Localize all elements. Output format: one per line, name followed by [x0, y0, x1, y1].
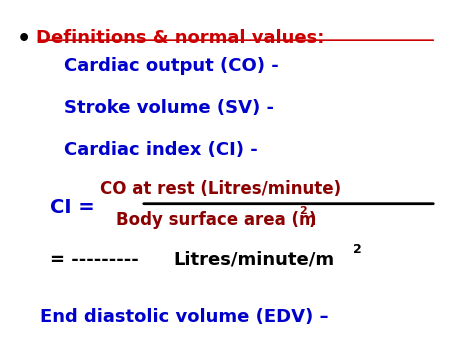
Text: CO at rest (Litres/minute): CO at rest (Litres/minute)	[100, 180, 341, 198]
Text: Cardiac output (CO) -: Cardiac output (CO) -	[64, 57, 278, 75]
Text: 2: 2	[299, 206, 307, 216]
Text: = ---------: = ---------	[50, 251, 138, 269]
Text: ): )	[309, 211, 316, 229]
Text: •: •	[17, 29, 31, 49]
Text: Stroke volume (SV) -: Stroke volume (SV) -	[64, 99, 273, 116]
Text: CI =: CI =	[50, 198, 94, 217]
Text: Litres/minute/m: Litres/minute/m	[174, 251, 335, 269]
Text: End diastolic volume (EDV) –: End diastolic volume (EDV) –	[40, 308, 329, 326]
Text: Cardiac index (CI) -: Cardiac index (CI) -	[64, 141, 257, 159]
Text: Body surface area (m: Body surface area (m	[116, 211, 316, 229]
Text: 2: 2	[353, 243, 362, 256]
Text: Definitions & normal values:: Definitions & normal values:	[36, 29, 324, 47]
